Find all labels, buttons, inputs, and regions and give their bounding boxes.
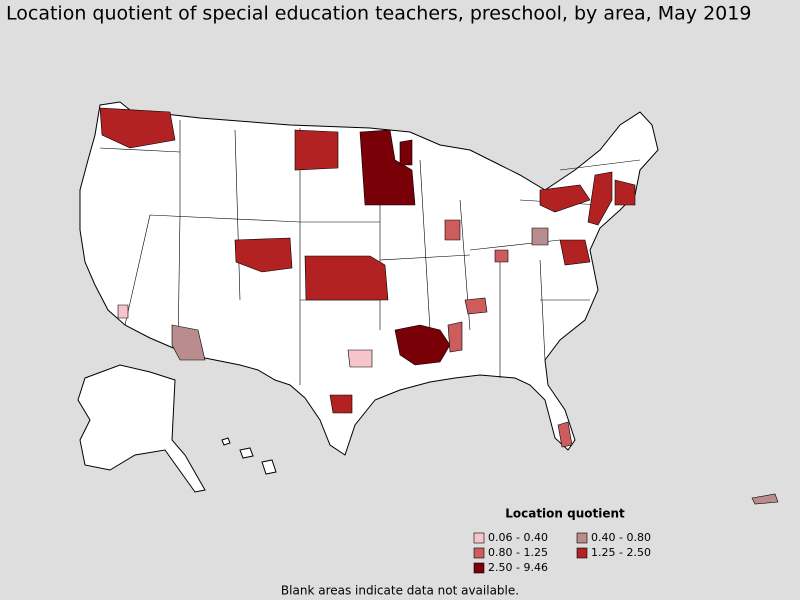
legend-swatch <box>576 547 588 559</box>
region <box>557 421 573 448</box>
title: Location quotient of special education t… <box>6 3 751 25</box>
legend-label: 0.06 - 0.40 <box>488 531 548 544</box>
region <box>494 249 509 263</box>
region <box>117 304 129 319</box>
region <box>359 129 416 206</box>
region <box>531 227 549 246</box>
region <box>329 394 353 414</box>
region <box>539 184 591 213</box>
region <box>464 297 488 315</box>
region <box>399 139 413 166</box>
region <box>394 324 451 366</box>
region <box>234 237 293 273</box>
legend-swatch <box>473 547 485 559</box>
footnote: Blank areas indicate data not available. <box>281 584 519 598</box>
alaska <box>77 364 206 493</box>
region <box>444 219 461 241</box>
legend-label: 1.25 - 2.50 <box>591 546 651 559</box>
state-borders <box>99 120 641 385</box>
legend-label: 0.40 - 0.80 <box>591 531 651 544</box>
legend-swatch <box>576 532 588 544</box>
region <box>587 171 613 226</box>
region <box>614 179 636 206</box>
legend-label: 0.80 - 1.25 <box>488 546 548 559</box>
legend-label: 2.50 - 9.46 <box>488 561 548 574</box>
region <box>171 324 206 361</box>
region <box>347 349 373 368</box>
hawaii <box>221 437 277 475</box>
legend-swatch <box>473 532 485 544</box>
region <box>294 129 339 171</box>
puerto-rico <box>751 493 779 505</box>
region <box>447 321 463 353</box>
region <box>99 107 176 149</box>
legend: Location quotient 0.06 - 0.40 0.40 - 0.80… <box>473 507 651 574</box>
legend-items: 0.06 - 0.40 0.40 - 0.80 0.80 - 1.25 1.25 - … <box>473 531 651 574</box>
legend-title: Location quotient <box>505 507 625 521</box>
map <box>77 101 779 505</box>
legend-swatch <box>473 562 485 574</box>
region <box>304 255 389 301</box>
region <box>559 239 591 266</box>
